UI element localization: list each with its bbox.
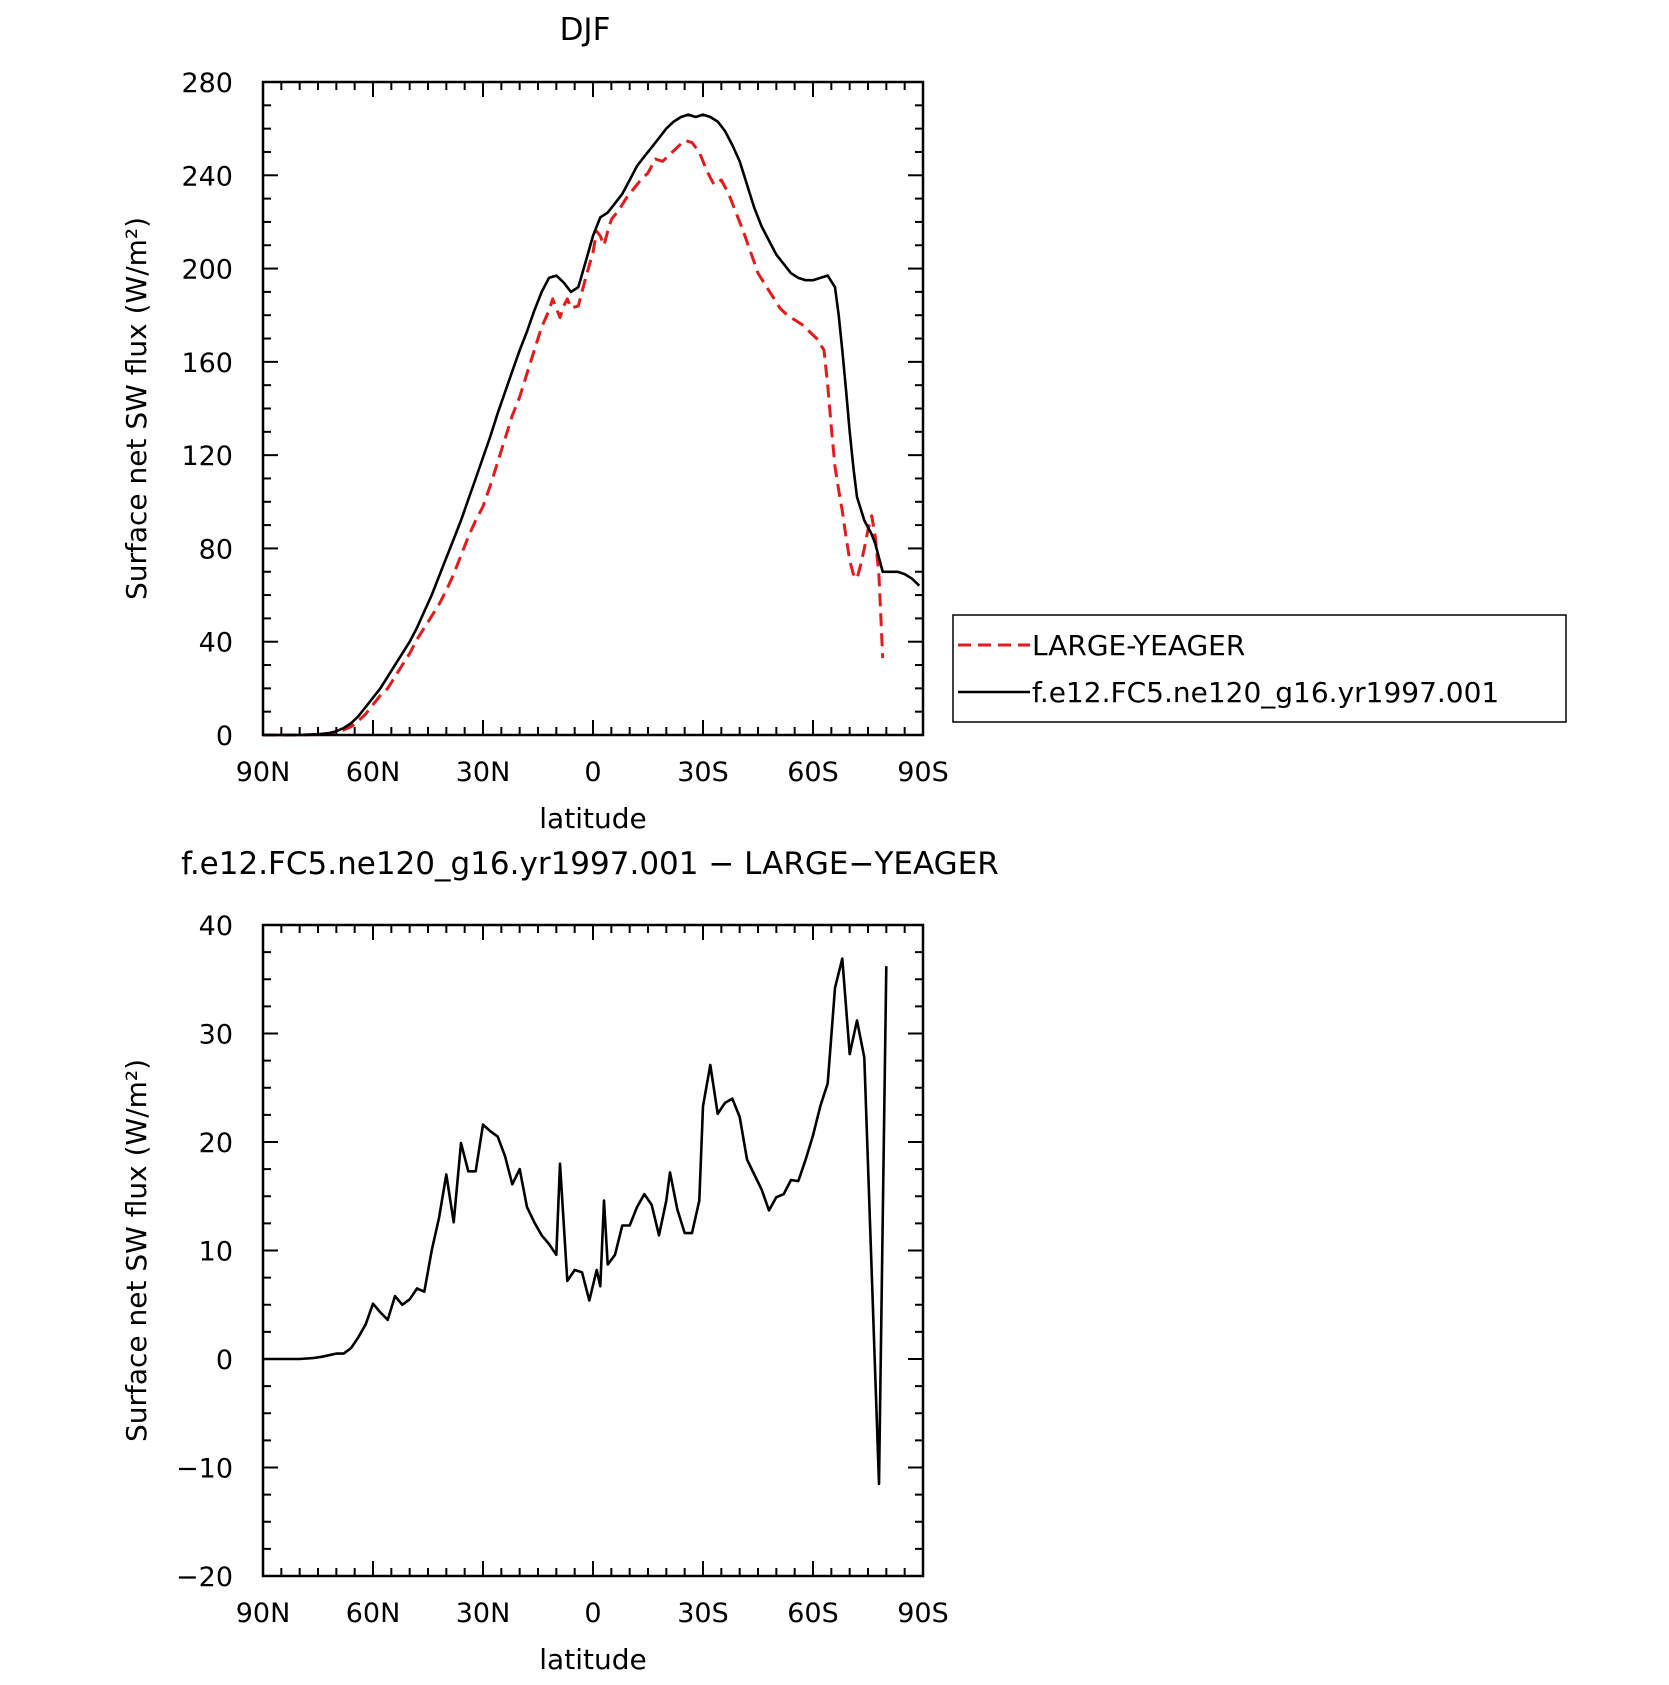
bottom-chart-title: f.e12.FC5.ne120_g16.yr1997.001 − LARGE−Y… bbox=[181, 846, 999, 882]
bottom-y-axis-label: Surface net SW flux (W/m²) bbox=[120, 1059, 153, 1442]
x-tick-label: 90S bbox=[897, 1598, 949, 1629]
y-tick-label: 0 bbox=[216, 721, 233, 752]
x-tick-label: 30S bbox=[677, 1598, 729, 1629]
y-tick-label: 120 bbox=[181, 441, 233, 472]
x-tick-label: 30S bbox=[677, 757, 729, 788]
top-plot-frame bbox=[261, 80, 925, 737]
y-tick-label: 280 bbox=[181, 68, 233, 99]
y-tick-label: −10 bbox=[176, 1454, 233, 1485]
top-panel: DJF 90N 60N 30N 0 30S 60S 90S 0 40 80 120 160 200 24… bbox=[120, 12, 949, 835]
bottom-axis-ticks bbox=[262, 924, 924, 1577]
bottom-x-tick-labels: 90N 60N 30N 0 30S 60S 90S bbox=[236, 1598, 949, 1629]
top-x-tick-labels: 90N 60N 30N 0 30S 60S 90S bbox=[236, 757, 949, 788]
x-tick-label: 90N bbox=[236, 757, 291, 788]
x-tick-label: 90N bbox=[236, 1598, 291, 1629]
y-tick-label: 240 bbox=[181, 161, 233, 192]
y-tick-label: 80 bbox=[199, 534, 233, 565]
x-tick-label: 90S bbox=[897, 757, 949, 788]
x-tick-label: 60N bbox=[346, 1598, 401, 1629]
bottom-panel: f.e12.FC5.ne120_g16.yr1997.001 − LARGE−Y… bbox=[120, 846, 999, 1676]
y-tick-label: 200 bbox=[181, 255, 233, 286]
series-line-1 bbox=[263, 113, 921, 737]
y-tick-label: 10 bbox=[199, 1237, 233, 1268]
x-tick-label: 60S bbox=[787, 1598, 839, 1629]
y-tick-label: 40 bbox=[199, 911, 233, 942]
top-y-tick-labels: 0 40 80 120 160 200 240 280 bbox=[181, 68, 233, 752]
series-line-0 bbox=[263, 138, 885, 737]
x-tick-label: 0 bbox=[584, 757, 601, 788]
top-x-axis-label: latitude bbox=[539, 802, 646, 835]
top-series-lines bbox=[263, 113, 921, 737]
y-tick-label: 40 bbox=[199, 628, 233, 659]
y-tick-label: 160 bbox=[181, 348, 233, 379]
bottom-x-axis-label: latitude bbox=[539, 1643, 646, 1676]
top-chart-title: DJF bbox=[560, 12, 611, 48]
x-tick-label: 60S bbox=[787, 757, 839, 788]
bottom-y-tick-labels: −20 −10 0 10 20 30 40 bbox=[176, 911, 233, 1593]
legend: LARGE-YEAGER f.e12.FC5.ne120_g16.yr1997.… bbox=[952, 614, 1567, 723]
x-tick-label: 30N bbox=[456, 757, 511, 788]
y-tick-label: 0 bbox=[216, 1345, 233, 1376]
y-tick-label: 20 bbox=[199, 1128, 233, 1159]
top-y-axis-label: Surface net SW flux (W/m²) bbox=[120, 217, 153, 600]
legend-box bbox=[952, 614, 1567, 723]
legend-label-large-yeager: LARGE-YEAGER bbox=[1032, 629, 1245, 662]
series-line-0 bbox=[263, 957, 888, 1486]
y-tick-label: −20 bbox=[176, 1562, 233, 1593]
y-tick-label: 30 bbox=[199, 1020, 233, 1051]
bottom-series-lines bbox=[263, 957, 888, 1486]
x-tick-label: 30N bbox=[456, 1598, 511, 1629]
bottom-plot-frame bbox=[261, 923, 925, 1578]
legend-label-model: f.e12.FC5.ne120_g16.yr1997.001 bbox=[1032, 676, 1499, 709]
x-tick-label: 0 bbox=[584, 1598, 601, 1629]
x-tick-label: 60N bbox=[346, 757, 401, 788]
top-axis-ticks bbox=[262, 81, 924, 736]
